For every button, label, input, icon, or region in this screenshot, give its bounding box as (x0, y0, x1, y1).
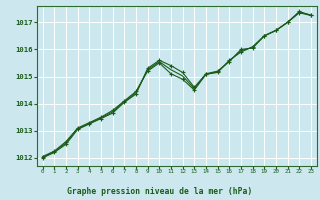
Text: Graphe pression niveau de la mer (hPa): Graphe pression niveau de la mer (hPa) (68, 187, 252, 196)
